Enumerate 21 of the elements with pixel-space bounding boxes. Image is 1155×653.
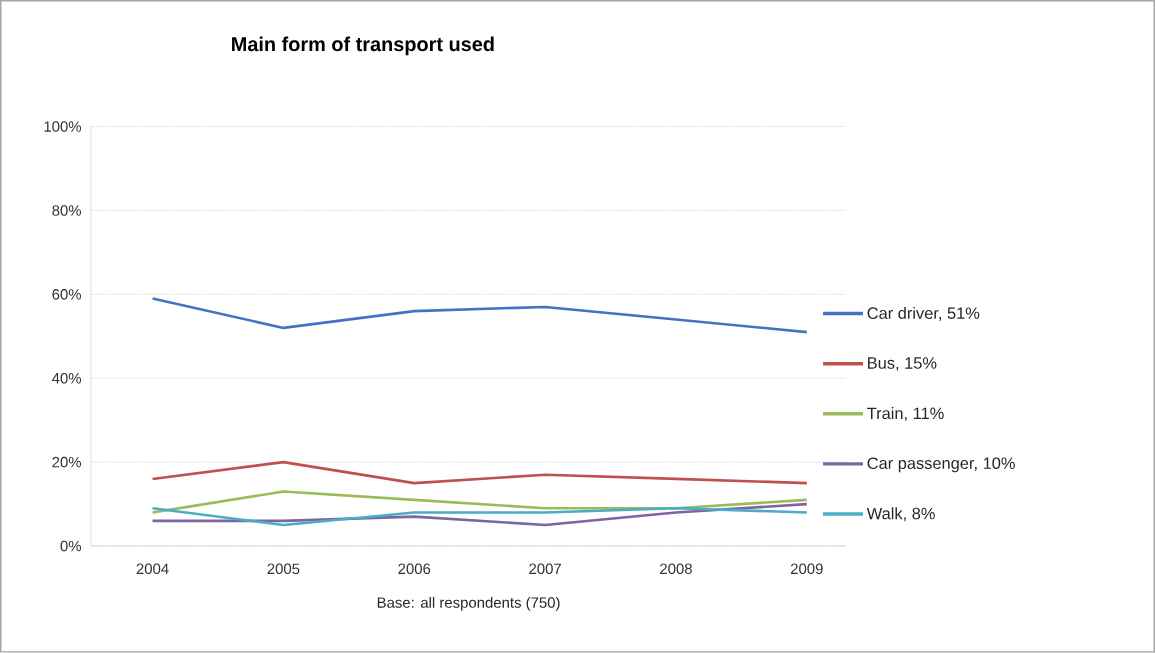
legend-label: Car driver, 51% (867, 307, 980, 322)
legend-label: Walk, 8% (866, 507, 935, 522)
chart-title: Main form of transport used (232, 36, 494, 56)
legend-label: Car passenger, 10% (867, 457, 1015, 473)
x-tick-label: 2008 (660, 563, 692, 575)
y-tick-label: 0% (60, 540, 82, 552)
y-tick-label: 80% (52, 205, 82, 216)
line-series (151, 297, 809, 334)
x-tick-label: 2009 (790, 563, 823, 575)
x-tick-label: 2004 (136, 563, 169, 575)
y-tick-label: 40% (52, 373, 82, 384)
y-tick-label: 60% (52, 289, 82, 300)
x-tick-label: 2005 (267, 563, 300, 575)
x-tick-label: 2007 (529, 563, 561, 575)
x-tick-label: 2006 (398, 563, 431, 575)
y-tick-label: 100% (44, 121, 82, 133)
x-axis-title: Base: all respondents (750) (377, 597, 560, 611)
line-series (151, 461, 809, 485)
legend-label: Bus, 15% (868, 357, 937, 371)
y-tick-label: 20% (52, 457, 82, 468)
legend-label: Train, 11% (867, 407, 944, 422)
